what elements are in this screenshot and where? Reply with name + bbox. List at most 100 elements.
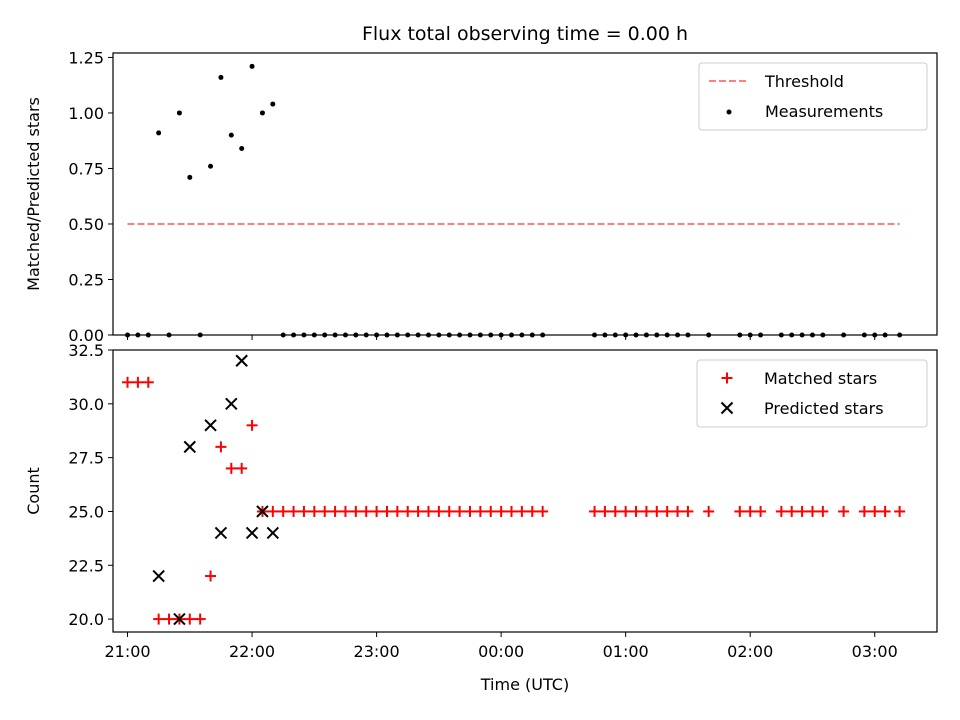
top-y-tick-label: 1.25 [68, 48, 104, 67]
x-tick-label: 00:00 [478, 642, 524, 661]
measurement-point [384, 332, 390, 338]
matched-star-point [122, 376, 134, 388]
measurement-point [332, 332, 338, 338]
predicted-star-point-b [173, 612, 186, 626]
matched-star-point [516, 505, 528, 517]
measurement-point [882, 332, 888, 338]
predicted-legend-marker [720, 401, 734, 415]
matched-star-point [454, 505, 466, 517]
predicted-star-point [256, 505, 269, 518]
measurement-point [208, 163, 214, 169]
measurement-point [166, 332, 172, 338]
predicted-star-point [235, 354, 248, 367]
top-y-tick-label: 1.00 [68, 104, 104, 123]
predicted-star-point [183, 440, 197, 454]
top-panel-frame [112, 52, 938, 336]
bottom-y-tick-label: 30.0 [68, 395, 104, 414]
x-tick-label: 03:00 [852, 642, 898, 661]
bottom-panel-frame [112, 349, 938, 633]
measurement-point [259, 110, 265, 116]
matched-star-point [215, 441, 227, 453]
measurement-point [675, 332, 681, 338]
measurement-point [477, 332, 483, 338]
measurement-point [436, 332, 442, 338]
matched-star-point [894, 505, 906, 517]
matched-star-point [288, 505, 300, 517]
matched-star-point [142, 376, 154, 388]
matched-star-point [620, 505, 632, 517]
measurement-point [643, 332, 649, 338]
measurement-point [809, 332, 815, 338]
x-tick-label: 01:00 [603, 642, 649, 661]
x-tick-label: 02:00 [727, 642, 773, 661]
measurement-point [176, 110, 182, 116]
predicted-star-point-b [225, 397, 238, 411]
x-tick-label: 21:00 [104, 642, 150, 661]
measurement-point [685, 332, 691, 338]
bottom-y-ticks: 20.0 22.5 25.0 27.5 30.0 32.5 [68, 341, 113, 629]
matched-legend-marker [721, 372, 733, 384]
matched-star-point [132, 376, 144, 388]
measurement-point [467, 332, 473, 338]
measurement-point [488, 332, 494, 338]
matched-star-point [412, 505, 424, 517]
measurement-point [405, 332, 411, 338]
matched-star-point [640, 505, 652, 517]
matched-star-point [225, 462, 237, 474]
matched-star-point [464, 505, 476, 517]
matched-star-point [672, 505, 684, 517]
matched-star-point [184, 613, 196, 625]
measurement-point [363, 332, 369, 338]
matched-star-point [630, 505, 642, 517]
matched-star-point [350, 505, 362, 517]
measurement-point [239, 145, 245, 151]
matched-star-point [755, 505, 767, 517]
threshold-legend-label: Threshold [764, 72, 844, 91]
measurement-point [425, 332, 431, 338]
matched-star-point [838, 505, 850, 517]
matched-star-point [371, 505, 383, 517]
matched-star-point [153, 613, 165, 625]
matched-star-point [308, 505, 320, 517]
measurement-point [519, 332, 525, 338]
measurement-point [529, 332, 535, 338]
predicted-star-point [214, 526, 228, 540]
top-y-ticks: 0.00 0.25 0.50 0.75 1.00 1.25 [68, 48, 113, 345]
top-y-tick-label: 0.75 [68, 159, 104, 178]
measurement-point [249, 63, 255, 69]
predicted-star-point [152, 569, 165, 583]
measurements-legend-swatch [726, 109, 732, 115]
x-tick-label: 22:00 [229, 642, 275, 661]
measurement-point [187, 174, 193, 180]
matched-star-point [402, 505, 414, 517]
measurement-point [841, 332, 847, 338]
measurement-point [291, 332, 297, 338]
predicted-star-point [266, 526, 280, 540]
measurement-point [145, 332, 151, 338]
measurement-point [457, 332, 463, 338]
predicted-star-point-b [256, 505, 269, 518]
bottom-y-tick-label: 25.0 [68, 502, 104, 521]
measurement-point [737, 332, 743, 338]
matched-star-point [298, 505, 310, 517]
matched-star-point [391, 505, 403, 517]
matched-star-point [277, 505, 289, 517]
matched-star-point [744, 505, 756, 517]
bottom-y-tick-label: 32.5 [68, 341, 104, 360]
measurement-point [394, 332, 400, 338]
matched-star-point [526, 505, 538, 517]
bottom-legend-box [696, 359, 928, 428]
measurement-point [218, 74, 224, 80]
predicted-stars-layer [152, 354, 280, 626]
matched-star-point [329, 505, 341, 517]
top-x-ticks [127, 335, 876, 340]
matched-star-point [796, 505, 808, 517]
measurement-point [342, 332, 348, 338]
top-y-tick-label: 0.50 [68, 215, 104, 234]
measurement-point [228, 132, 234, 138]
measurement-point [311, 332, 317, 338]
predicted-star-point-b [204, 419, 217, 432]
matched-stars-layer [122, 376, 906, 625]
bottom-y-tick-label: 20.0 [68, 610, 104, 629]
